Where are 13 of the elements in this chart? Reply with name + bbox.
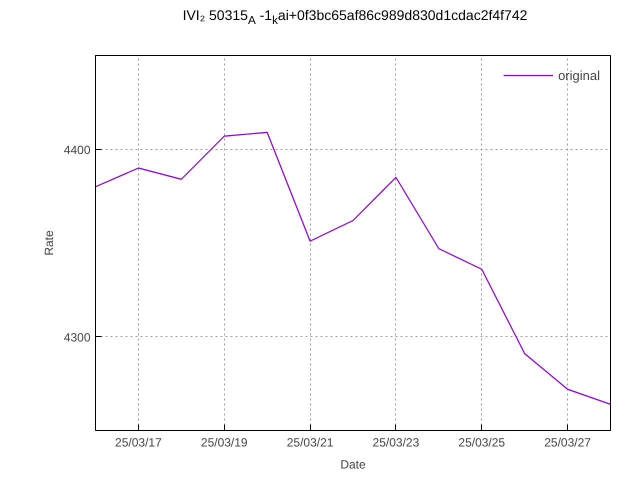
y-tick-label: 4400 [64, 142, 91, 157]
x-axis-title: Date [340, 458, 366, 472]
x-tick-label: 25/03/25 [458, 436, 506, 450]
x-tick-label: 25/03/23 [372, 436, 420, 450]
x-tick-label: 25/03/17 [115, 436, 162, 450]
line-series [96, 132, 610, 405]
legend-label: original [558, 68, 600, 82]
x-tick-label: 25/03/27 [544, 436, 592, 450]
y-tick-label: 4300 [64, 330, 91, 344]
chart-title: IVI₂ 50315$_{A}$ -1$_{k}$ai+0f3bc65af86c989d830d1cdac2f4f742 [182, 6, 528, 29]
x-tick-label: 25/03/19 [200, 436, 248, 450]
y-axis-title: Rate [42, 230, 56, 256]
x-tick-label: 25/03/21 [286, 436, 334, 450]
